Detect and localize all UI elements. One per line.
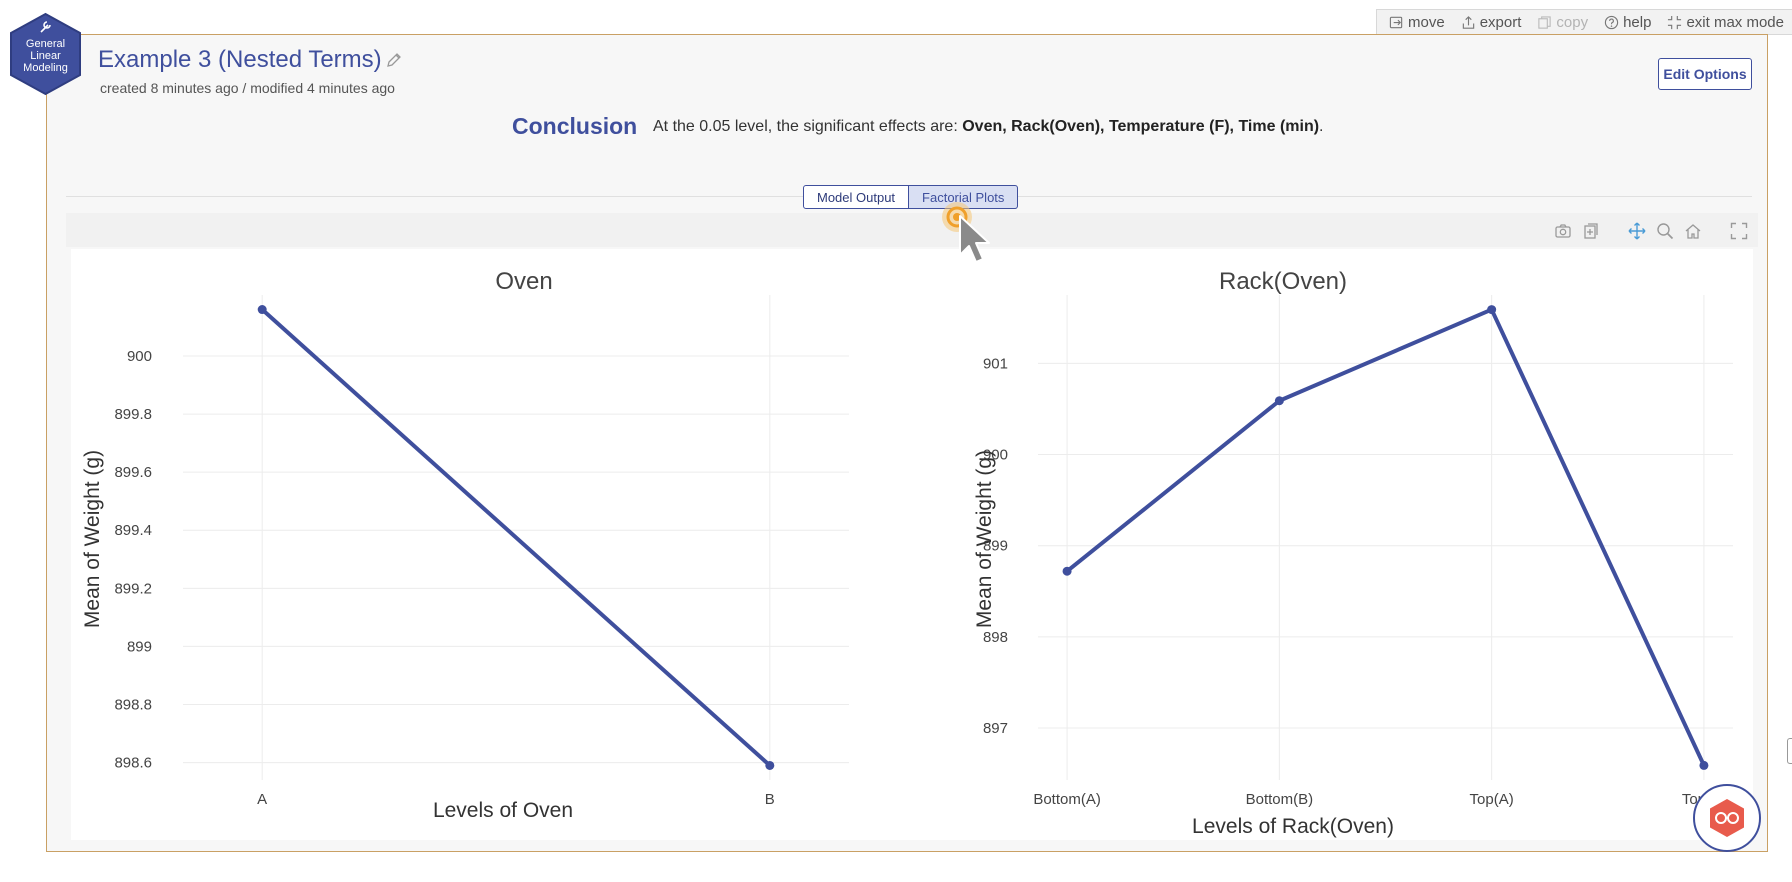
- hexagon-badge-icon: [10, 12, 81, 96]
- series-line: [1065, 307, 1706, 767]
- y-tick-label: 897: [983, 720, 1008, 737]
- badge-line-2: Linear: [30, 50, 61, 62]
- help-icon: [1604, 15, 1619, 29]
- home-icon[interactable]: [1684, 222, 1702, 240]
- copy-button[interactable]: copy: [1531, 14, 1594, 31]
- y-tick-label: 898.6: [114, 755, 152, 772]
- x-tick-label: A: [257, 791, 267, 808]
- chatbot-button[interactable]: [1693, 784, 1761, 852]
- y-tick-label: 899.2: [114, 580, 152, 597]
- chart-title: Oven: [495, 268, 552, 295]
- y-tick-label: 898: [983, 629, 1008, 646]
- y-axis-label: Mean of Weight (g): [81, 450, 104, 628]
- chart-title: Rack(Oven): [1219, 268, 1347, 295]
- y-tick-label: 900: [983, 447, 1008, 464]
- x-tick-label: Bottom(B): [1246, 791, 1314, 808]
- camera-icon[interactable]: [1554, 222, 1572, 240]
- move-icon: [1389, 16, 1403, 28]
- x-tick-label: Top(A): [1470, 791, 1514, 808]
- data-point: [765, 760, 775, 770]
- x-tick-label: Bottom(A): [1033, 791, 1101, 808]
- data-point: [1699, 760, 1709, 770]
- analysis-badge: General Linear Modeling: [8, 12, 83, 96]
- output-tabs: Model Output Factorial Plots: [803, 185, 1019, 209]
- export-button[interactable]: export: [1455, 14, 1528, 31]
- conclusion-text: At the 0.05 level, the significant effec…: [653, 118, 1324, 136]
- wrench-icon: [40, 21, 51, 33]
- exit-max-mode-button[interactable]: exit max mode: [1661, 14, 1790, 31]
- y-tick-label: 899: [127, 638, 152, 655]
- help-label: help: [1623, 13, 1652, 31]
- y-tick-label: 899.6: [114, 464, 152, 481]
- zoom-icon[interactable]: [1656, 222, 1674, 240]
- export-icon: [1462, 15, 1474, 29]
- export-label: export: [1479, 13, 1522, 31]
- plot-toolbar-strip: [66, 213, 1758, 247]
- y-tick-label: 899.4: [114, 522, 152, 539]
- x-tick-label: B: [765, 791, 775, 808]
- window-toolbar: move export copy help exit max mode: [1376, 9, 1792, 35]
- pencil-icon[interactable]: [385, 51, 403, 69]
- copy-icon: [1538, 15, 1552, 29]
- data-point: [257, 305, 267, 315]
- help-button[interactable]: help: [1598, 14, 1657, 31]
- analysis-meta: created 8 minutes ago / modified 4 minut…: [100, 80, 395, 96]
- data-point: [1274, 396, 1284, 406]
- factorial-plots-area: 898.6 898.8 899 899.2 899.4 899.6 899.8 900 A B Ov…: [71, 249, 1753, 840]
- edit-options-button[interactable]: Edit Options: [1658, 58, 1752, 90]
- badge-line-3: Modeling: [23, 62, 68, 74]
- move-button[interactable]: move: [1383, 14, 1451, 31]
- x-axis-label: Levels of Oven: [433, 799, 573, 822]
- copy-label: copy: [1556, 13, 1589, 31]
- y-tick-label: 900: [127, 348, 152, 365]
- data-point: [1487, 305, 1497, 315]
- data-point: [1062, 566, 1072, 576]
- y-axis-label: Mean of Weight (g): [973, 450, 996, 628]
- conclusion-label: Conclusion: [512, 113, 638, 139]
- add-plot-icon[interactable]: [1582, 222, 1600, 240]
- conclusion-suffix: .: [1319, 118, 1324, 135]
- plot-modebar: [1554, 222, 1748, 240]
- conclusion-effects: Oven, Rack(Oven), Temperature (F), Time …: [962, 118, 1320, 135]
- y-tick-label: 901: [983, 355, 1008, 372]
- side-panel-handle[interactable]: [1787, 738, 1792, 764]
- conclusion-prefix: At the 0.05 level, the significant effec…: [653, 118, 963, 135]
- analysis-title[interactable]: Example 3 (Nested Terms): [98, 46, 382, 73]
- move-label: move: [1408, 13, 1445, 31]
- collapse-icon: [1668, 15, 1682, 29]
- x-axis-label: Levels of Rack(Oven): [1192, 815, 1394, 838]
- series-line: [260, 308, 772, 767]
- fullscreen-icon[interactable]: [1730, 222, 1748, 240]
- tab-model-output[interactable]: Model Output: [803, 185, 910, 209]
- tab-factorial-plots[interactable]: Factorial Plots: [909, 185, 1019, 209]
- factorial-plots-svg: 898.6 898.8 899 899.2 899.4 899.6 899.8 900 A B Ov…: [81, 268, 1733, 838]
- badge-line-1: General: [25, 38, 66, 50]
- y-tick-label: 899: [983, 538, 1008, 555]
- robot-icon: [1710, 799, 1744, 837]
- exit-max-mode-label: exit max mode: [1686, 13, 1784, 31]
- y-tick-label: 899.8: [114, 406, 152, 423]
- y-tick-label: 898.8: [114, 696, 152, 713]
- pan-icon[interactable]: [1628, 222, 1646, 240]
